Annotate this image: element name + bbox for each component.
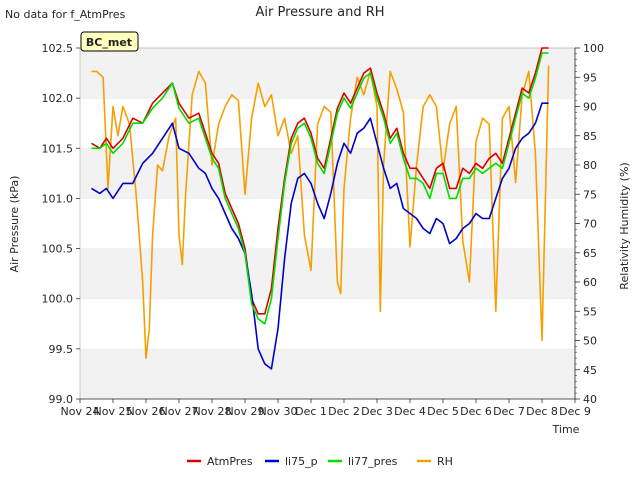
y-tick-label: 100.5 — [42, 243, 74, 256]
y2-tick-label: 65 — [583, 247, 597, 260]
legend-label-li77_pres: li77_pres — [348, 455, 398, 468]
y2-tick-label: 80 — [583, 159, 597, 172]
grid-band — [80, 298, 575, 349]
legend-label-RH: RH — [437, 455, 453, 468]
station-badge-label: BC_met — [86, 36, 132, 49]
series-line-li77_pres — [91, 52, 549, 325]
y2-tick-label: 100 — [583, 42, 604, 55]
y2-tick-label: 40 — [583, 393, 597, 406]
x-tick-label: Nov 28 — [193, 405, 232, 418]
series-layer — [91, 47, 550, 370]
chart-title: Air Pressure and RH — [255, 5, 384, 20]
y2-tick-label: 60 — [583, 276, 597, 289]
y-axis-label: Air Pressure (kPa) — [8, 176, 21, 273]
x-tick-label: Dec 3 — [361, 405, 393, 418]
series-line-RH — [91, 65, 550, 359]
y-axis-right: 40 45 50 55 60 65 70 75 80 85 90 95 100 — [574, 42, 604, 406]
x-tick-label: Dec 7 — [493, 405, 525, 418]
grid-band — [80, 348, 575, 399]
y-tick-label: 101.0 — [42, 192, 74, 205]
y-axis-left: 99.0 99.5 100.0 100.5 101.0 101.5 102.0 102.5 — [42, 42, 80, 406]
y2-tick-label: 70 — [583, 218, 597, 231]
y-tick-label: 100.0 — [42, 293, 74, 306]
no-data-note: No data for f_AtmPres — [5, 8, 126, 21]
x-tick-label: Nov 25 — [94, 405, 133, 418]
y2-axis-label: Relativity Humidity (%) — [618, 162, 631, 289]
y2-tick-label: 95 — [583, 71, 597, 84]
grid-band — [80, 98, 575, 149]
x-tick-label: Nov 26 — [127, 405, 166, 418]
y2-tick-label: 75 — [583, 188, 597, 201]
x-tick-label: Dec 9 — [559, 405, 591, 418]
grid-band — [80, 248, 575, 299]
y-tick-label: 101.5 — [42, 142, 74, 155]
x-tick-label: Nov 30 — [259, 405, 298, 418]
y-tick-label: 102.0 — [42, 92, 74, 105]
x-tick-label: Nov 29 — [226, 405, 265, 418]
plot-bands — [80, 47, 575, 399]
y-tick-label: 102.5 — [42, 42, 74, 55]
x-tick-label: Dec 1 — [295, 405, 327, 418]
station-badge: BC_met — [80, 31, 139, 52]
legend: AtmPres li75_p li77_pres RH — [187, 455, 453, 468]
x-tick-label: Nov 24 — [61, 405, 100, 418]
legend-label-AtmPres: AtmPres — [207, 455, 253, 468]
x-tick-label: Dec 4 — [394, 405, 426, 418]
y2-tick-label: 85 — [583, 130, 597, 143]
y-tick-label: 99.5 — [49, 343, 74, 356]
x-tick-label: Dec 2 — [328, 405, 360, 418]
x-axis-label: Time — [552, 423, 580, 436]
y-tick-label: 99.0 — [49, 393, 74, 406]
y2-tick-label: 55 — [583, 305, 597, 318]
grid-band — [80, 48, 575, 99]
x-tick-label: Nov 27 — [160, 405, 199, 418]
x-tick-label: Dec 5 — [427, 405, 459, 418]
y2-tick-label: 90 — [583, 101, 597, 114]
y2-tick-label: 50 — [583, 335, 597, 348]
x-tick-label: Dec 6 — [460, 405, 492, 418]
series-line-li75_p — [91, 102, 549, 370]
legend-label-li75_p: li75_p — [285, 455, 318, 468]
y2-tick-label: 45 — [583, 364, 597, 377]
x-tick-label: Dec 8 — [526, 405, 558, 418]
series-line-AtmPres — [91, 47, 549, 315]
